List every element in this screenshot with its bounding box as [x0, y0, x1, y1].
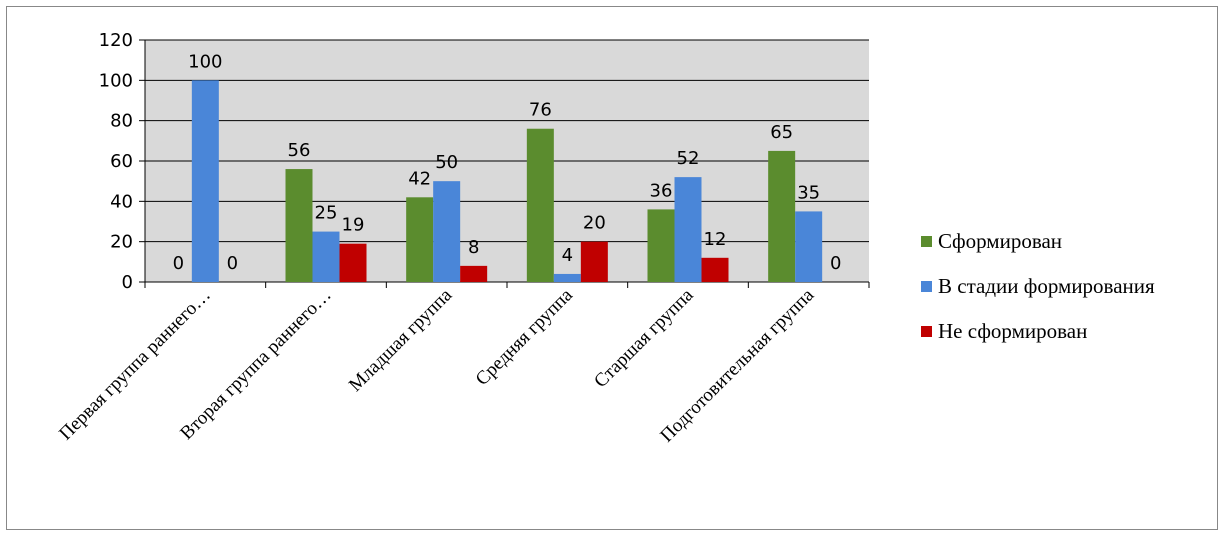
legend-swatch [921, 326, 932, 337]
data-label: 56 [288, 140, 311, 161]
data-label: 0 [227, 253, 238, 274]
data-label: 12 [704, 229, 727, 250]
legend-label: Не сформирован [938, 319, 1088, 343]
bar [460, 265, 488, 282]
y-tick-label: 60 [110, 151, 133, 172]
bar [580, 241, 608, 282]
data-label: 0 [173, 253, 184, 274]
y-tick-label: 0 [122, 272, 133, 293]
data-label: 65 [770, 122, 793, 143]
legend-item: Не сформирован [921, 309, 1155, 354]
data-label: 52 [677, 148, 700, 169]
bar [433, 181, 461, 282]
category-label: Старшая группа [590, 284, 698, 392]
legend-label: В стадии формирования [938, 274, 1155, 298]
data-label: 100 [188, 51, 222, 72]
bar [647, 209, 675, 282]
data-label: 50 [435, 152, 458, 173]
y-tick-label: 40 [110, 191, 133, 212]
data-label: 0 [830, 253, 841, 274]
bar [312, 231, 340, 282]
data-label: 35 [797, 182, 820, 203]
y-tick-label: 100 [99, 70, 133, 91]
data-label: 19 [342, 215, 365, 236]
category-label: Средняя группа [472, 284, 578, 390]
bar [406, 197, 434, 282]
bar [674, 177, 702, 282]
y-tick-label: 120 [99, 30, 133, 51]
data-label: 4 [562, 245, 573, 266]
data-label: 36 [650, 180, 673, 201]
category-label: Младшая группа [345, 284, 457, 396]
legend-swatch [921, 236, 932, 247]
data-label: 25 [315, 203, 338, 224]
y-tick-label: 80 [110, 111, 133, 132]
bar [285, 169, 313, 282]
bar [768, 150, 796, 282]
legend-swatch [921, 281, 932, 292]
data-label: 20 [583, 213, 606, 234]
legend: Сформирован В стадии формирования Не сформ… [921, 219, 1155, 354]
legend-item: Сформирован [921, 219, 1155, 264]
bar [339, 243, 367, 282]
bar [526, 128, 554, 282]
data-label: 42 [408, 168, 431, 189]
bar [795, 211, 823, 282]
legend-item: В стадии формирования [921, 264, 1155, 309]
bar [553, 273, 581, 282]
chart-frame: 0 20 40 60 80 100 120 0 100 0 Первая группа раннег… [6, 6, 1218, 530]
y-tick-label: 20 [110, 232, 133, 253]
bar [701, 257, 729, 282]
legend-label: Сформирован [938, 229, 1063, 253]
data-label: 8 [468, 237, 479, 258]
data-label: 76 [529, 100, 552, 121]
bar [191, 80, 219, 282]
